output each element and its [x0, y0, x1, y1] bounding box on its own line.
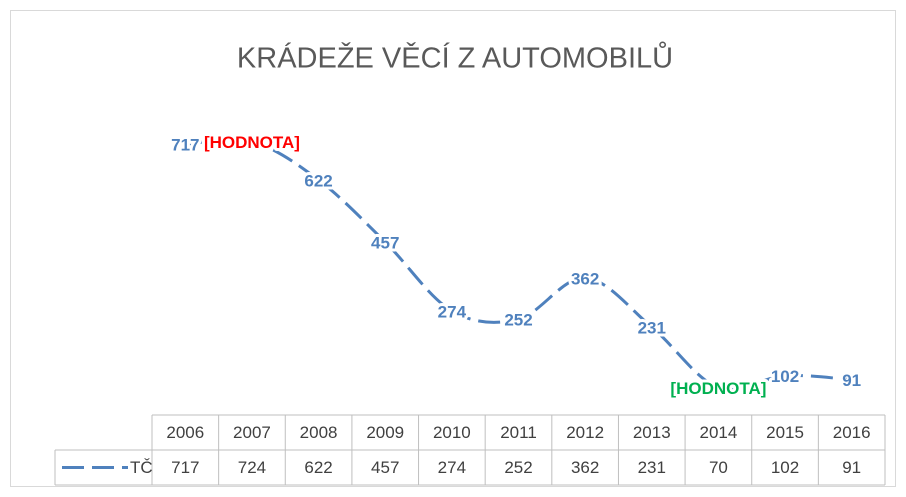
data-label: 252 — [504, 311, 532, 330]
series-line — [185, 137, 852, 392]
table-value: 362 — [571, 458, 599, 477]
table-value: 717 — [171, 458, 199, 477]
data-label: [HODNOTA] — [204, 133, 300, 152]
legend-label: TČ — [130, 458, 153, 477]
table-grid — [54, 414, 886, 486]
data-label: 717 — [171, 136, 199, 155]
data-label: 622 — [304, 171, 332, 190]
table-value: 70 — [709, 458, 728, 477]
table-category: 2016 — [833, 423, 871, 442]
table-value: 724 — [238, 458, 266, 477]
table-category: 2008 — [300, 423, 338, 442]
data-label: 102 — [771, 367, 799, 386]
data-label: 457 — [371, 234, 399, 253]
table-value: 252 — [504, 458, 532, 477]
chart-frame — [10, 10, 896, 487]
table-value: 231 — [638, 458, 666, 477]
data-label: 362 — [571, 269, 599, 288]
table-category: 2014 — [699, 423, 737, 442]
table-category: 2009 — [366, 423, 404, 442]
table-value: 274 — [438, 458, 466, 477]
table-value: 102 — [771, 458, 799, 477]
table-category: 2011 — [500, 423, 537, 442]
data-label: 91 — [842, 371, 861, 390]
table-value: 457 — [371, 458, 399, 477]
table-value: 622 — [304, 458, 332, 477]
table-category: 2006 — [166, 423, 204, 442]
table-category: 2012 — [566, 423, 604, 442]
chart-title: KRÁDEŽE VĚCÍ Z AUTOMOBILŮ — [237, 41, 673, 75]
data-label: 274 — [438, 302, 467, 321]
data-label: [HODNOTA] — [670, 379, 766, 398]
table-category: 2013 — [633, 423, 671, 442]
data-label: 231 — [638, 319, 666, 338]
table-value: 91 — [842, 458, 861, 477]
table-category: 2015 — [766, 423, 804, 442]
table-category: 2007 — [233, 423, 271, 442]
table-category: 2010 — [433, 423, 471, 442]
